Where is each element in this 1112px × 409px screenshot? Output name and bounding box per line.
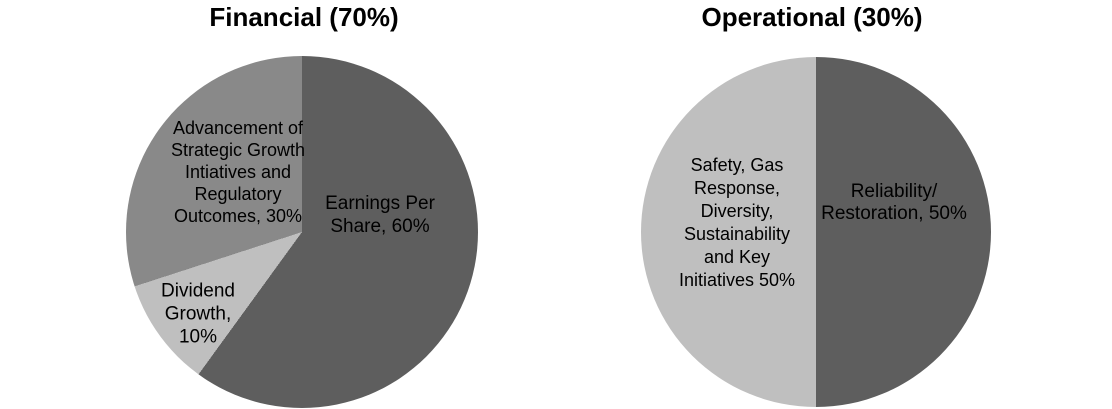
slice-label-dividend-growth: Dividend Growth, 10% [161,280,235,348]
financial-chart-title: Financial (70%) [209,2,399,32]
slice-label-earnings-per-share: Earnings Per Share, 60% [325,193,435,237]
slice-label-reliability-restoration: Reliability/ Restoration, 50% [821,181,967,224]
operational-pie [641,57,991,407]
financial-pie [126,56,478,408]
operational-chart-title: Operational (30%) [701,2,923,32]
slice-label-strategic-growth: Advancement of Strategic Growth Intiativ… [170,118,306,226]
slice-label-safety-gas-response: Safety, Gas Response, Diversity, Sustain… [678,155,796,290]
